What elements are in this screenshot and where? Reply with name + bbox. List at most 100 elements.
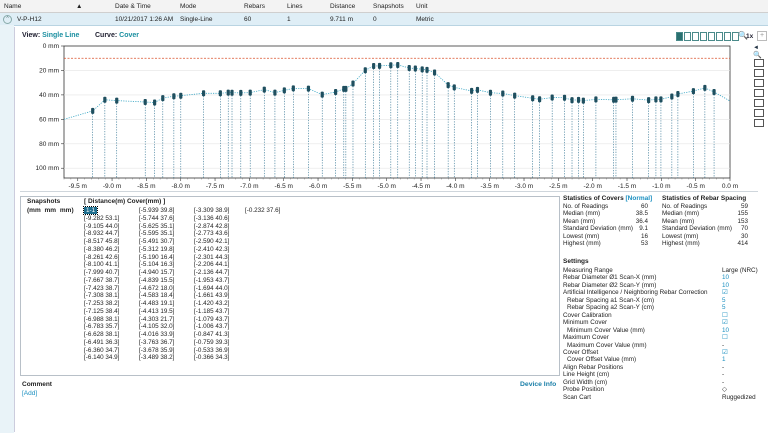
color-swatch-7[interactable] [754,119,764,127]
reading-item[interactable]: [-8.261 42.6] [84,253,120,261]
reading-item[interactable]: [-4.016 33.9] [139,331,175,338]
reading-item[interactable]: [-3.136 40.6] [194,214,230,222]
reading-item[interactable]: [-6.783 35.7] [84,323,120,331]
selected-reading[interactable]: 1-1 [82,206,99,215]
setting-value[interactable]: ☐ [722,311,728,319]
color-swatch-2[interactable] [754,69,764,77]
reading-item[interactable]: [-1.420 43.2] [194,300,230,307]
reading-item[interactable]: [-4.303 21.7] [139,315,175,323]
search-icon[interactable]: 🔍 [753,52,762,59]
reading-item[interactable]: [-1.694 44.0] [194,284,230,292]
reading-item[interactable]: [-4.105 32.0] [139,323,175,331]
reading-item[interactable]: [-3.309 38.9] [194,207,230,214]
reading-item[interactable]: [-5.491 30.7] [139,238,175,245]
view-mode-toggle-5[interactable] [708,32,715,41]
reading-item[interactable]: [-2.301 44.3] [194,253,230,261]
reading-item[interactable]: [-7.423 38.7] [84,284,120,292]
table-row[interactable]: ^ V-P-H12 10/21/2017 1:26 AM Single-Line… [0,13,768,26]
col-header-distance[interactable]: Distance [330,3,356,10]
view-mode-toggle-4[interactable] [700,32,707,41]
add-comment-link[interactable]: [Add] [22,390,38,397]
reading-item[interactable]: [-7.308 38.1] [84,292,120,300]
reading-item[interactable]: [-3.763 36.7] [139,338,175,346]
col-header-unit[interactable]: Unit [416,3,428,10]
view-mode-toggle-8[interactable] [732,32,739,41]
reading-item[interactable]: [-8.380 46.2] [84,245,120,253]
reading-item[interactable]: [-8.517 45.8] [84,238,120,245]
reading-item[interactable]: [-1.953 43.7] [194,276,230,284]
reading-item[interactable]: [-0.847 41.3] [194,331,230,338]
view-mode-toggle-3[interactable] [692,32,699,41]
reading-item[interactable]: [-1.006 43.7] [194,323,230,331]
reading-item[interactable]: [-8.932 44.7] [84,230,120,238]
col-header-date[interactable]: Date & Time [115,3,151,10]
setting-value[interactable]: ☑ [722,348,728,356]
curve-value[interactable]: Cover [119,32,139,39]
col-header-mode[interactable]: Mode [180,3,197,10]
reading-item[interactable]: [-0.533 36.9] [194,346,230,354]
reading-item[interactable]: [-4.839 15.5] [139,276,175,284]
zoom-icon[interactable]: 🔍 [738,31,748,40]
reading-item[interactable]: [-7.667 38.7] [84,276,120,284]
view-mode-toggle-6[interactable] [716,32,723,41]
reading-item[interactable]: [-2.410 42.3] [194,245,230,253]
reading-item[interactable]: [-4.483 19.1] [139,300,175,307]
reading-item[interactable]: [-8.100 41.1] [84,261,120,269]
cursor-icon[interactable]: ◄ [753,45,759,51]
reading-item[interactable]: [-7.253 38.2] [84,300,120,307]
reading-item[interactable]: [-7.999 40.7] [84,269,120,276]
color-swatch-3[interactable] [754,79,764,87]
view-value[interactable]: Single Line [42,32,80,39]
reading-item[interactable]: [-6.360 34.7] [84,346,120,354]
reading-item[interactable]: [-1.661 43.9] [194,292,230,300]
color-swatch-6[interactable] [754,109,764,117]
col-header-rebars[interactable]: Rebars [244,3,265,10]
reading-item[interactable]: [-1.079 43.7] [194,315,230,323]
setting-value[interactable]: ☑ [722,319,728,327]
reading-item[interactable]: [-3.489 38.2] [139,354,175,362]
reading-item[interactable]: [-2.590 42.1] [194,238,230,245]
col-header-snapshots[interactable]: Snapshots [373,3,404,10]
reading-item[interactable]: [-6.491 36.3] [84,338,120,346]
expand-icon[interactable]: + [757,31,767,41]
reading-item[interactable]: [-2.136 44.7] [194,269,230,276]
reading-item[interactable]: [-5.312 19.8] [139,245,175,253]
cover-chart[interactable]: 0 mm 20 mm 40 mm 60 mm 80 mm 100 mm -9.5 m -9.0… [20,42,750,190]
setting-value[interactable]: ☑ [722,289,728,297]
reading-item[interactable]: [-4.940 15.7] [139,269,175,276]
reading-item[interactable]: [-5.190 16.4] [139,253,175,261]
collapse-icon[interactable]: ^ [3,15,12,24]
setting-value[interactable]: ☐ [722,334,728,342]
reading-item[interactable]: [-5.595 35.1] [139,230,175,238]
reading-item[interactable]: [-5.939 39.8] [139,207,175,214]
reading-item[interactable]: [-9.282 53.1] [84,214,120,222]
col-header-lines[interactable]: Lines [287,3,303,10]
color-swatch-1[interactable] [754,59,764,67]
reading-item[interactable]: [-6.628 38.1] [84,331,120,338]
view-mode-toggle-2[interactable] [684,32,691,41]
reading-item[interactable]: [-2.874 42.8] [194,222,230,230]
reading-item[interactable]: [-3.678 35.9] [139,346,175,354]
view-mode-toggle-1[interactable] [676,32,683,41]
reading-item[interactable]: [-5.744 37.6] [139,214,175,222]
view-mode-toggle-7[interactable] [724,32,731,41]
reading-item[interactable]: [-6.140 34.9] [84,354,120,362]
reading-item[interactable]: [-9.105 44.0] [84,222,120,230]
reading-item[interactable]: [-5.104 16.3] [139,261,175,269]
reading-item[interactable]: [-7.125 38.4] [84,307,120,315]
col-header-name[interactable]: Name [4,3,22,10]
reading-item[interactable]: [-2.206 44.1] [194,261,230,269]
reading-item[interactable]: [-5.625 35.1] [139,222,175,230]
reading-item[interactable]: [-4.413 19.5] [139,307,175,315]
reading-item[interactable]: [-0.366 34.3] [194,354,230,362]
reading-item[interactable]: [-4.583 18.4] [139,292,175,300]
reading-item[interactable]: [-0.759 39.3] [194,338,230,346]
reading-item[interactable]: [-0.232 37.6] [245,207,281,214]
reading-item[interactable]: [-6.988 38.1] [84,315,120,323]
reading-item[interactable]: [-4.672 18.0] [139,284,175,292]
reading-item[interactable]: [-1.185 43.7] [194,307,230,315]
device-info-link[interactable]: Device Info [520,381,557,388]
color-swatch-4[interactable] [754,89,764,97]
color-swatch-5[interactable] [754,99,764,107]
reading-item[interactable]: [-2.773 43.6] [194,230,230,238]
